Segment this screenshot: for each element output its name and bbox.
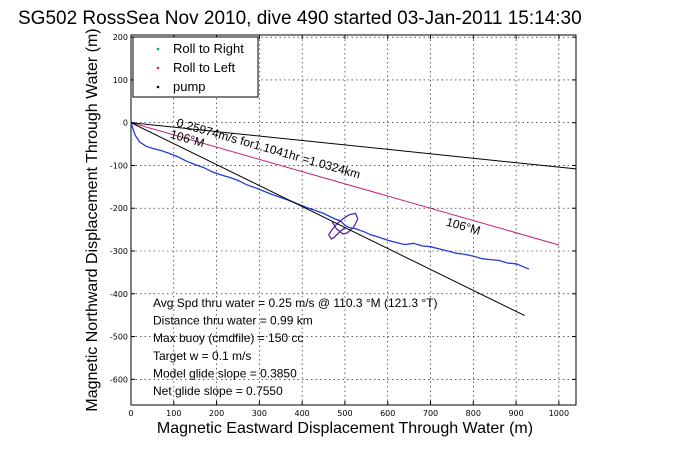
y-tick-label: -500 [110, 333, 128, 342]
stats-block: Avg Spd thru water = 0.25 m/s @ 110.3 °M… [153, 296, 437, 398]
y-tick-label: -100 [110, 161, 128, 170]
x-tick-label: 900 [508, 409, 523, 418]
y-tick-label: 0 [123, 119, 128, 128]
x-tick-label: 0 [128, 409, 133, 418]
y-tick-label: -400 [110, 290, 128, 299]
x-tick-label: 800 [466, 409, 481, 418]
y-tick-label: -200 [110, 204, 128, 213]
y-tick-label: -300 [110, 247, 128, 256]
chart-title: SG502 RossSea Nov 2010, dive 490 started… [18, 8, 582, 29]
x-tick-label: 600 [380, 409, 395, 418]
series-group [130, 122, 577, 317]
x-tick-label: 300 [252, 409, 267, 418]
y-tick-label: 100 [113, 76, 128, 85]
legend-marker [156, 47, 160, 51]
stats-line: Net glide slope = 0.7550 [153, 384, 283, 398]
y-tick-label: 200 [113, 33, 128, 42]
track-loop [327, 212, 359, 240]
stats-line: Model glide slope = 0.3850 [153, 366, 297, 380]
stats-line: Avg Spd thru water = 0.25 m/s @ 110.3 °M… [153, 296, 437, 310]
heading-line [130, 122, 525, 317]
glider-track [130, 122, 530, 270]
stats-line: Target w = 0.1 m/s [153, 349, 251, 363]
x-tick-label: 200 [209, 409, 224, 418]
grid [130, 35, 576, 405]
x-tick-label: 500 [337, 409, 352, 418]
legend-marker [156, 85, 160, 89]
stats-line: Max buoy (cmdfile) = 150 cc [153, 331, 303, 345]
legend-marker [156, 66, 160, 70]
legend: Roll to Right Roll to Left pump [132, 36, 259, 98]
stats-line: Distance thru water = 0.99 km [153, 314, 313, 328]
y-axis-label: Magnetic Northward Displacement Through … [84, 28, 101, 411]
plot-area: 0 100 200 300 400 500 600 700 800 900 10002001000-… [110, 33, 577, 418]
x-tick-label: 1000 [549, 409, 569, 418]
y-tick-label: -600 [110, 375, 128, 384]
heading-line [130, 122, 577, 170]
x-tick-label: 100 [166, 409, 181, 418]
legend-label: pump [173, 79, 206, 94]
axis-ticks: 0 100 200 300 400 500 600 700 800 900 10002001000-… [110, 33, 576, 418]
x-tick-label: 700 [423, 409, 438, 418]
legend-box [132, 36, 259, 98]
legend-label: Roll to Right [173, 41, 244, 56]
heading-line [130, 122, 560, 246]
x-tick-label: 400 [295, 409, 310, 418]
legend-label: Roll to Left [173, 60, 236, 75]
x-axis-label: Magnetic Eastward Displacement Through W… [157, 420, 533, 437]
